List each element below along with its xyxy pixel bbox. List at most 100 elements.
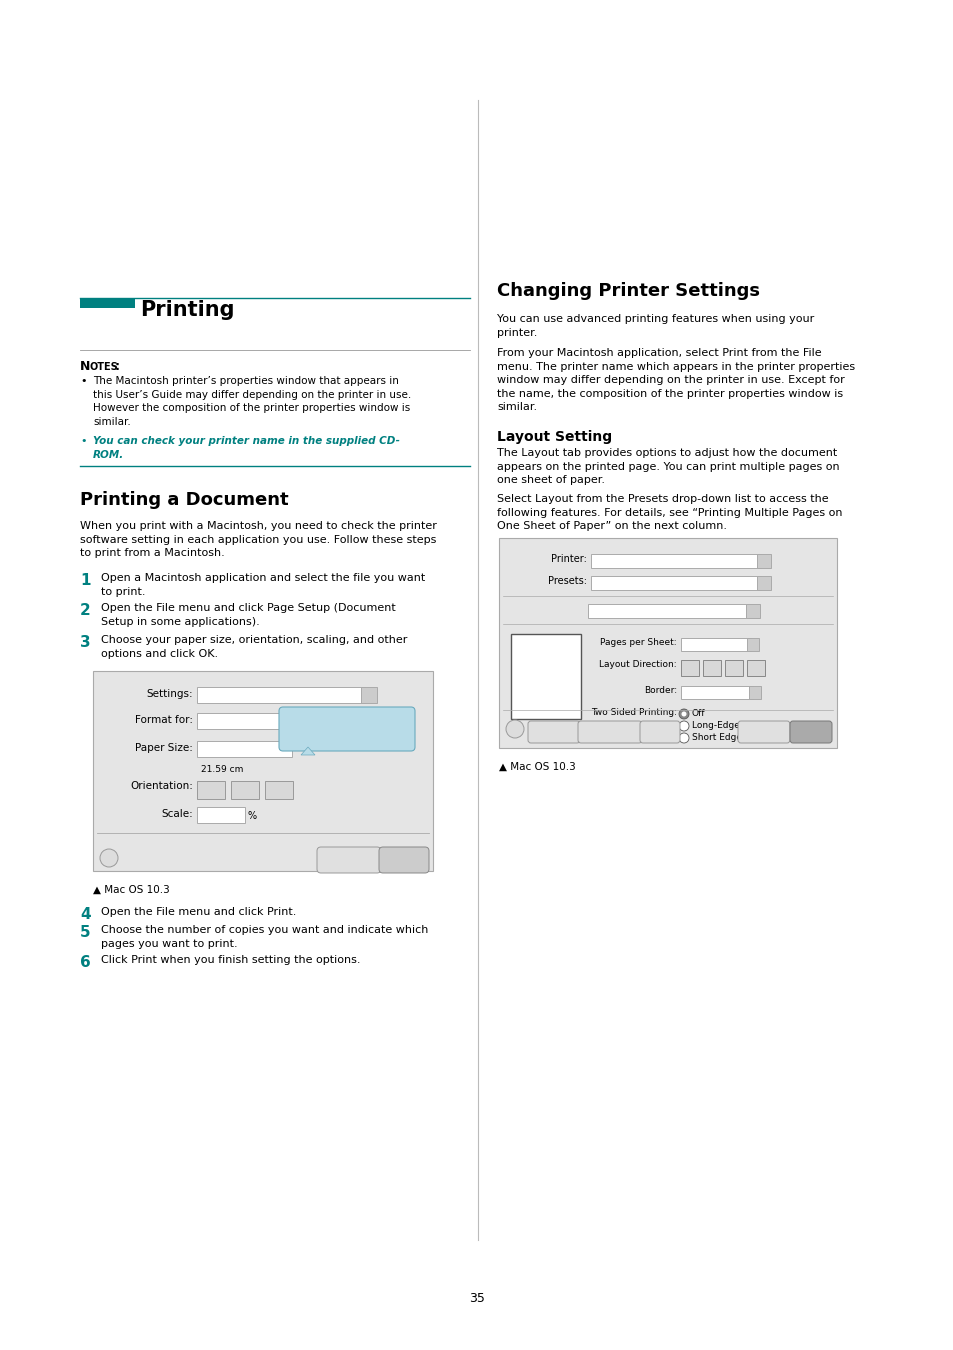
Text: Off: Off: [691, 709, 705, 718]
Text: Paper Size:: Paper Size:: [135, 743, 193, 753]
Bar: [80, 298, 135, 308]
Bar: [231, 782, 258, 799]
Text: Z: Z: [685, 662, 694, 672]
Text: 21.59 cm: 21.59 cm: [201, 765, 243, 774]
Text: Cancel: Cancel: [748, 725, 779, 734]
Bar: [196, 687, 365, 703]
Bar: [746, 639, 759, 651]
Text: None: None: [684, 688, 710, 698]
Text: ↓□: ↓□: [200, 783, 222, 796]
Bar: [702, 660, 720, 676]
Circle shape: [679, 709, 688, 720]
Text: 4: 4: [80, 907, 91, 922]
Text: N: N: [751, 662, 760, 672]
Text: S: S: [707, 662, 716, 672]
Bar: [745, 603, 760, 618]
Text: ?: ?: [106, 855, 112, 867]
Text: □←: □←: [268, 783, 290, 796]
Text: Save As PDF...: Save As PDF...: [578, 725, 641, 734]
Text: ▼: ▼: [751, 688, 756, 694]
Circle shape: [100, 849, 118, 867]
Circle shape: [680, 711, 686, 717]
Text: M: M: [728, 662, 739, 672]
Text: The Macintosh printer’s properties window that appears in
this User’s Guide may : The Macintosh printer’s properties windo…: [92, 377, 411, 427]
Text: Short Edge Binding: Short Edge Binding: [691, 733, 779, 743]
Text: When you print with a Macintosh, you need to check the printer
software setting : When you print with a Macintosh, you nee…: [80, 521, 436, 558]
Bar: [196, 782, 225, 799]
Text: Printer:: Printer:: [551, 554, 586, 564]
Text: The Layout tab provides options to adjust how the document
appears on the printe: The Layout tab provides options to adjus…: [497, 448, 839, 485]
Text: 1: 1: [529, 649, 562, 694]
Circle shape: [505, 720, 523, 738]
Text: ▲ Mac OS 10.3: ▲ Mac OS 10.3: [498, 761, 576, 772]
Text: Click Print when you finish setting the options.: Click Print when you finish setting the …: [101, 954, 360, 965]
Bar: [680, 686, 752, 699]
Text: US Letter: US Letter: [201, 745, 246, 755]
Text: From your Macintosh application, select Print from the File
menu. The printer na: From your Macintosh application, select …: [497, 348, 854, 412]
Text: Scale:: Scale:: [161, 809, 193, 819]
FancyBboxPatch shape: [639, 721, 679, 743]
Text: Layout Setting: Layout Setting: [497, 431, 612, 444]
Text: ▼: ▼: [364, 720, 369, 725]
Bar: [265, 782, 293, 799]
Text: Print: Print: [800, 725, 821, 734]
Text: Preview: Preview: [536, 725, 571, 734]
Bar: [360, 687, 376, 703]
Text: Open a Macintosh application and select the file you want
to print.: Open a Macintosh application and select …: [101, 572, 425, 597]
Text: ▲ Mac OS 10.3: ▲ Mac OS 10.3: [92, 886, 170, 895]
Text: •: •: [80, 377, 87, 386]
Text: 5: 5: [80, 925, 91, 940]
Bar: [757, 576, 770, 590]
Bar: [587, 603, 745, 618]
Text: ▼: ▼: [364, 693, 369, 699]
Text: ▼: ▼: [749, 641, 754, 647]
Bar: [511, 634, 580, 720]
Bar: [196, 713, 365, 729]
Bar: [746, 660, 764, 676]
Polygon shape: [301, 747, 314, 755]
FancyBboxPatch shape: [278, 707, 415, 751]
Text: Border:: Border:: [643, 686, 677, 695]
Text: OTES: OTES: [90, 362, 118, 373]
Text: Format for:: Format for:: [135, 716, 193, 725]
Text: Presets:: Presets:: [547, 576, 586, 586]
Text: You can check your printer name in the supplied CD-
ROM.: You can check your printer name in the s…: [92, 436, 399, 459]
Text: Two Sided Printing:: Two Sided Printing:: [590, 707, 677, 717]
Text: Choose the number of copies you want and indicate which
pages you want to print.: Choose the number of copies you want and…: [101, 925, 428, 949]
Bar: [590, 576, 760, 590]
Text: 100: 100: [201, 811, 219, 821]
FancyBboxPatch shape: [789, 721, 831, 743]
Text: You can use advanced printing features when using your
printer.: You can use advanced printing features w…: [497, 315, 814, 338]
Text: :: :: [115, 360, 120, 373]
Text: Printing a Document: Printing a Document: [80, 491, 289, 509]
Text: Settings:: Settings:: [146, 688, 193, 699]
Text: Orientation:: Orientation:: [130, 782, 193, 791]
Text: %: %: [248, 811, 257, 821]
FancyBboxPatch shape: [316, 846, 380, 873]
Text: Select Layout from the Presets drop-down list to access the
following features. : Select Layout from the Presets drop-down…: [497, 494, 841, 531]
Text: •: •: [80, 436, 87, 446]
FancyBboxPatch shape: [527, 721, 579, 743]
Text: Changing Printer Settings: Changing Printer Settings: [497, 282, 760, 300]
FancyBboxPatch shape: [738, 721, 789, 743]
FancyBboxPatch shape: [578, 721, 641, 743]
Text: Open the File menu and click Print.: Open the File menu and click Print.: [101, 907, 296, 917]
Text: 6: 6: [80, 954, 91, 971]
Text: 35: 35: [469, 1292, 484, 1305]
Text: Choose your paper size, orientation, scaling, and other
options and click OK.: Choose your paper size, orientation, sca…: [101, 634, 407, 659]
Text: 1: 1: [80, 572, 91, 589]
Text: Layout Direction:: Layout Direction:: [598, 660, 677, 670]
FancyBboxPatch shape: [378, 846, 429, 873]
Text: 2: 2: [80, 603, 91, 618]
Text: 1: 1: [684, 640, 690, 649]
Text: ▼: ▼: [760, 580, 764, 585]
Text: Printing: Printing: [140, 300, 234, 320]
Text: N: N: [80, 360, 91, 373]
Bar: [360, 713, 376, 729]
Text: Standard: Standard: [595, 578, 639, 589]
Bar: [92, 671, 433, 871]
Circle shape: [679, 721, 688, 730]
Text: 3: 3: [80, 634, 91, 649]
Circle shape: [679, 733, 688, 743]
Bar: [196, 807, 245, 824]
